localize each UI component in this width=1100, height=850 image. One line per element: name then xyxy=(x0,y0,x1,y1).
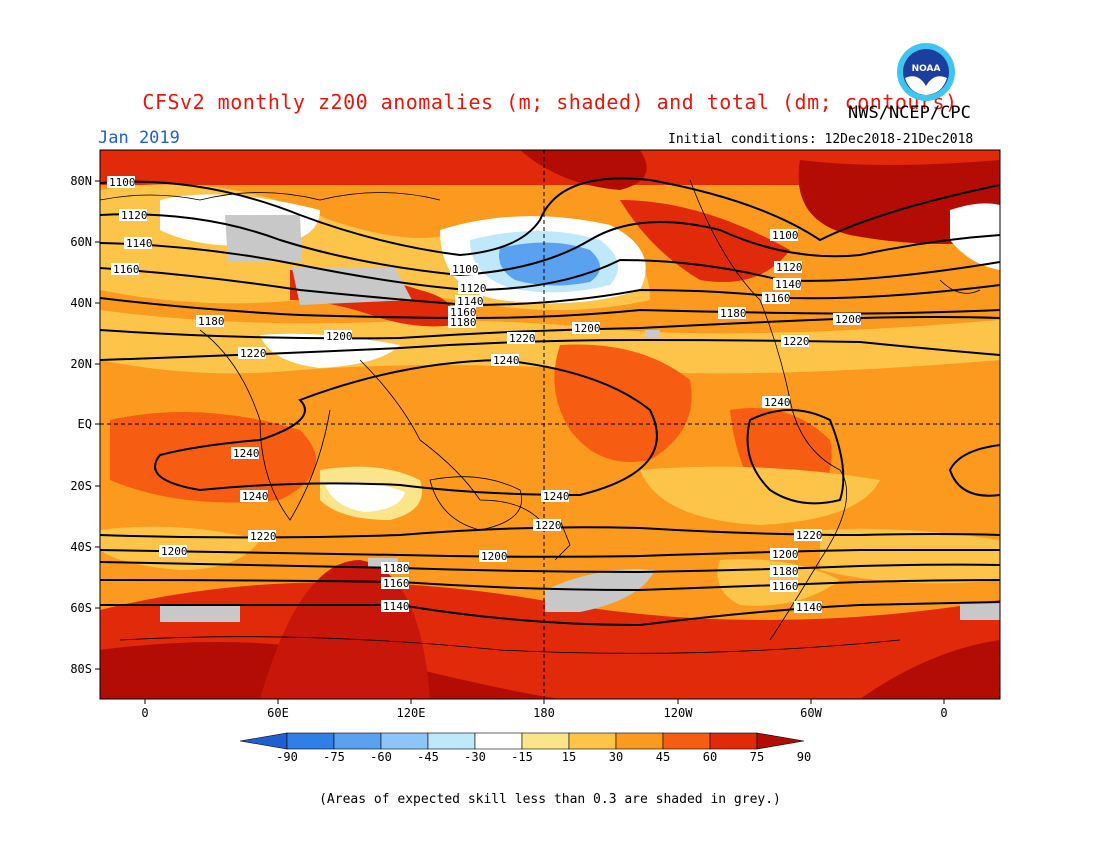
contour-label: 1220 xyxy=(240,347,267,360)
colorbar-segment xyxy=(286,732,335,750)
contour-label: 1120 xyxy=(460,282,487,295)
colorbar-segment xyxy=(615,732,664,750)
contour-label: 1100 xyxy=(452,263,479,276)
colorbar-segment xyxy=(333,732,382,750)
colorbar: -90 -75 -60 -45 -30 -15 15 30 45 60 75 90 xyxy=(239,732,811,764)
contour-label: 1140 xyxy=(457,295,484,308)
skill-footnote: (Areas of expected skill less than 0.3 a… xyxy=(319,792,781,807)
colorbar-segment xyxy=(568,732,617,750)
contour-label: 1180 xyxy=(450,316,477,329)
contour-label: 1180 xyxy=(720,307,747,320)
lon-label: 60W xyxy=(800,706,822,720)
contour-label: 1240 xyxy=(233,447,260,460)
contour-label: 1140 xyxy=(775,278,802,291)
lat-label: 60S xyxy=(70,601,92,615)
colorbar-segment xyxy=(521,732,570,750)
contour-label: 1100 xyxy=(772,229,799,242)
lat-label: 20S xyxy=(70,479,92,493)
contour-label: 1140 xyxy=(796,601,823,614)
initial-conditions: Initial conditions: 12Dec2018-21Dec2018 xyxy=(668,132,974,147)
contour-label: 1160 xyxy=(383,577,410,590)
lon-label: 180 xyxy=(533,706,555,720)
contour-label: 1220 xyxy=(783,335,810,348)
lat-label: 60N xyxy=(70,235,92,249)
colorbar-segment xyxy=(380,732,429,750)
longitude-axis: 0 60E 120E 180 120W 60W 0 xyxy=(141,699,948,720)
contour-label: 1180 xyxy=(383,562,410,575)
contour-label: 1160 xyxy=(113,263,140,276)
contour-label: 1220 xyxy=(796,529,823,542)
lon-label: 0 xyxy=(940,706,947,720)
lon-label: 120W xyxy=(664,706,694,720)
colorbar-segment xyxy=(474,732,523,750)
colorbar-tick-label: -60 xyxy=(370,750,392,764)
colorbar-segment xyxy=(427,732,476,750)
chart-title: CFSv2 monthly z200 anomalies (m; shaded)… xyxy=(142,90,958,114)
colorbar-tick-label: -45 xyxy=(417,750,439,764)
contour-label: 1140 xyxy=(126,237,153,250)
colorbar-tick-label: -30 xyxy=(464,750,486,764)
colorbar-tick-label: -15 xyxy=(511,750,533,764)
contour-label: 1120 xyxy=(121,209,148,222)
contour-label: 1220 xyxy=(509,332,536,345)
colorbar-tick-label: 30 xyxy=(609,750,623,764)
contour-label: 1180 xyxy=(772,565,799,578)
contour-label: 1200 xyxy=(161,545,188,558)
colorbar-tick-label: 60 xyxy=(703,750,717,764)
lat-label: 40S xyxy=(70,540,92,554)
contour-label-group: 1100 1120 1140 1160 1180 1200 1220 1100 … xyxy=(107,176,862,614)
colorbar-tick-label: 15 xyxy=(562,750,576,764)
contour-label: 1200 xyxy=(326,330,353,343)
contour-label: 1180 xyxy=(198,315,225,328)
colorbar-tick-label: 90 xyxy=(797,750,811,764)
colorbar-segment xyxy=(709,732,758,750)
contour-label: 1140 xyxy=(383,600,410,613)
contour-label: 1200 xyxy=(481,550,508,563)
contour-label: 1220 xyxy=(250,530,277,543)
contour-label: 1200 xyxy=(772,548,799,561)
contour-label: 1240 xyxy=(242,490,269,503)
colorbar-segment xyxy=(662,732,711,750)
forecast-month: Jan 2019 xyxy=(98,128,180,148)
height-contours xyxy=(100,177,1000,627)
lat-label: EQ xyxy=(78,417,92,431)
coastlines xyxy=(100,179,981,654)
contour-label: 1120 xyxy=(776,261,803,274)
lat-label: 80S xyxy=(70,662,92,676)
colorbar-tick-label: 75 xyxy=(750,750,764,764)
svg-text:NOAA: NOAA xyxy=(912,64,941,74)
contour-label: 1100 xyxy=(109,176,136,189)
contour-label: 1160 xyxy=(450,306,477,319)
colorbar-tick-label: -75 xyxy=(323,750,345,764)
latitude-axis: 80N 60N 40N 20N EQ 20S 40S 60S 80S xyxy=(70,174,100,676)
contour-label: 1160 xyxy=(764,292,791,305)
lon-label: 60E xyxy=(267,706,289,720)
colorbar-segment xyxy=(239,732,288,750)
lat-label: 20N xyxy=(70,357,92,371)
lat-label: 80N xyxy=(70,174,92,188)
contour-label: 1240 xyxy=(493,354,520,367)
contour-label: 1200 xyxy=(574,322,601,335)
contour-label: 1160 xyxy=(772,580,799,593)
agency-label: NWS/NCEP/CPC xyxy=(848,103,971,123)
contour-label: 1200 xyxy=(835,313,862,326)
lon-label: 120E xyxy=(397,706,426,720)
contour-label: 1240 xyxy=(543,490,570,503)
colorbar-segment xyxy=(756,732,805,750)
contour-label: 1240 xyxy=(764,396,791,409)
noaa-logo: NOAA xyxy=(897,43,955,101)
colorbar-tick-label: 45 xyxy=(656,750,670,764)
contour-label: 1220 xyxy=(535,519,562,532)
lat-label: 40N xyxy=(70,296,92,310)
colorbar-tick-label: -90 xyxy=(276,750,298,764)
lon-label: 0 xyxy=(141,706,148,720)
